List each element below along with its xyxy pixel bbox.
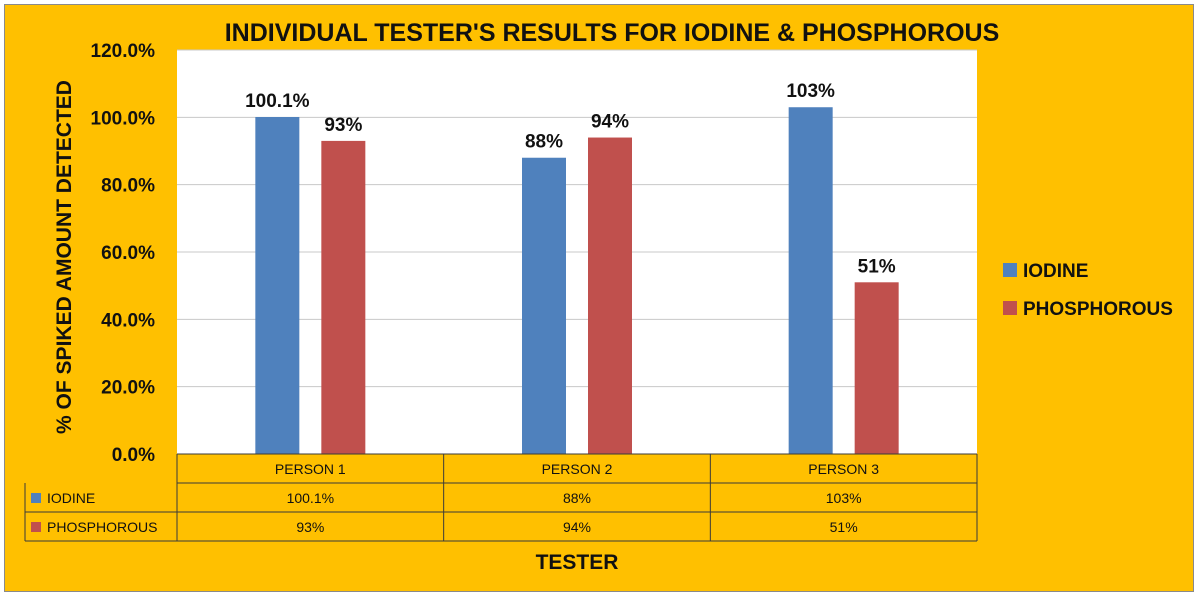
y-tick-label: 60.0% xyxy=(101,243,155,264)
table-series-label: IODINE xyxy=(47,490,95,506)
data-label: 103% xyxy=(786,81,835,102)
chart-frame: 0.0% 20.0% 40.0% 60.0% 80.0% 100.0% 120.0% 100.… xyxy=(4,4,1194,592)
data-label: 88% xyxy=(525,132,563,153)
data-label: 93% xyxy=(324,115,362,136)
table-cell: 93% xyxy=(296,519,324,535)
category-label: PERSON 3 xyxy=(808,461,879,477)
y-tick-label: 20.0% xyxy=(101,378,155,399)
bar-phosphorous xyxy=(588,137,632,455)
data-label: 100.1% xyxy=(245,91,310,112)
table-cell: 51% xyxy=(830,519,858,535)
table-key-iodine xyxy=(31,493,41,503)
legend-swatch-phosphorous xyxy=(1003,301,1017,315)
table-cell: 103% xyxy=(826,490,862,506)
y-tick-label: 0.0% xyxy=(112,445,155,466)
legend-label: IODINE xyxy=(1023,261,1088,282)
x-axis-label: TESTER xyxy=(536,551,619,574)
chart-title: INDIVIDUAL TESTER'S RESULTS FOR IODINE &… xyxy=(225,19,1000,47)
y-tick-label: 120.0% xyxy=(91,41,156,62)
category-label: PERSON 2 xyxy=(542,461,613,477)
y-tick-label: 80.0% xyxy=(101,176,155,197)
y-tick-label: 40.0% xyxy=(101,310,155,331)
chart-svg: 0.0% 20.0% 40.0% 60.0% 80.0% 100.0% 120.0% 100.… xyxy=(24,19,1173,574)
table-cell: 100.1% xyxy=(287,490,334,506)
table-cell: 88% xyxy=(563,490,591,506)
y-axis-label: % OF SPIKED AMOUNT DETECTED xyxy=(53,80,76,434)
bar-iodine xyxy=(255,116,300,454)
table-series-label: PHOSPHOROUS xyxy=(47,519,157,535)
bar-phosphorous xyxy=(321,140,366,454)
legend-label: PHOSPHOROUS xyxy=(1023,299,1173,320)
legend-swatch-iodine xyxy=(1003,263,1017,277)
data-label: 51% xyxy=(858,256,896,277)
bar-iodine xyxy=(522,157,566,454)
data-label: 94% xyxy=(591,112,629,133)
table-key-phosphorous xyxy=(31,522,41,532)
bar-iodine xyxy=(788,107,833,454)
table-cell: 94% xyxy=(563,519,591,535)
category-label: PERSON 1 xyxy=(275,461,346,477)
y-tick-label: 100.0% xyxy=(91,108,156,129)
bar-phosphorous xyxy=(854,282,899,454)
